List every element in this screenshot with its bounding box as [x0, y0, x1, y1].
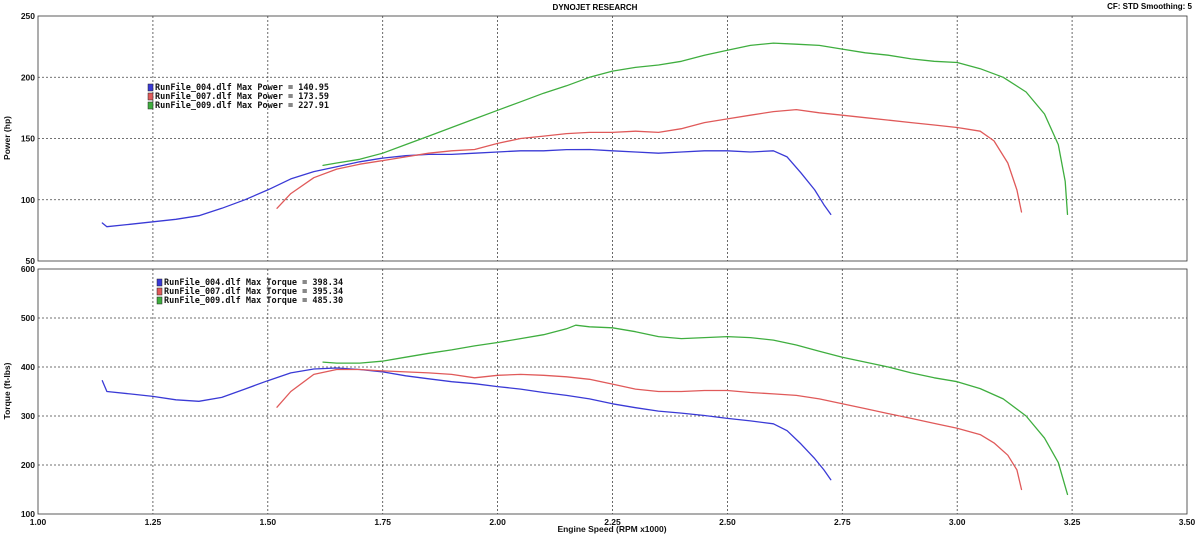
power-series: [101, 42, 1069, 228]
x-tick-label: 1.75: [374, 517, 391, 527]
series-line-runfile-007: [276, 368, 1023, 491]
torque-series: [101, 324, 1069, 496]
x-tick-label: 2.00: [489, 517, 506, 527]
y-tick-label: 600: [21, 264, 35, 274]
chart-title: DYNOJET RESEARCH: [553, 3, 638, 12]
y-tick-label: 150: [21, 134, 35, 144]
x-tick-label: 1.50: [260, 517, 277, 527]
torque-y-ticks: 100 200 300 400 500 600: [21, 264, 35, 519]
power-grid: [38, 16, 1187, 261]
legend-label: RunFile_009.dlf Max Torque = 485.30: [164, 295, 343, 306]
y-tick-label: 200: [21, 460, 35, 470]
legend-label: RunFile_004.dlf Max Torque = 398.34: [164, 277, 343, 288]
y-tick-label: 100: [21, 195, 35, 205]
power-legend: RunFile_004.dlf Max Power = 140.95RunFil…: [147, 82, 329, 111]
power-y-axis-label: Power (hp): [2, 116, 12, 160]
torque-x-ticks: 1.00 1.25 1.50 1.75 2.00 2.25 2.50 2.75 3.00 3.25…: [30, 517, 1196, 527]
legend-swatch: [156, 278, 163, 287]
legend-label: RunFile_009.dlf Max Power = 227.91: [155, 100, 329, 111]
legend-swatch: [147, 101, 154, 110]
y-tick-label: 300: [21, 411, 35, 421]
y-tick-label: 100: [21, 509, 35, 519]
x-tick-label: 1.25: [145, 517, 162, 527]
series-line-runfile-007: [276, 108, 1023, 213]
x-tick-label: 2.50: [719, 517, 736, 527]
torque-panel: 100 200 300 400 500 600 1.00 1.25 1.50 1.75 2.00 2…: [2, 264, 1196, 527]
legend-swatch: [147, 83, 154, 92]
torque-grid: [38, 269, 1187, 514]
series-line-runfile-009: [322, 324, 1069, 496]
series-line-runfile-009: [322, 42, 1069, 216]
legend-swatch: [156, 296, 163, 305]
torque-legend: RunFile_004.dlf Max Torque = 398.34RunFi…: [156, 277, 343, 306]
legend-label: RunFile_007.dlf Max Torque = 395.34: [164, 286, 343, 297]
x-tick-label: 2.25: [604, 517, 621, 527]
power-y-ticks: 50 100 150 200 250: [21, 11, 35, 266]
legend-swatch: [156, 287, 163, 296]
x-tick-label: 2.75: [834, 517, 851, 527]
y-tick-label: 500: [21, 313, 35, 323]
x-tick-label: 3.00: [949, 517, 966, 527]
x-tick-label: 3.25: [1064, 517, 1081, 527]
legend-label: RunFile_007.dlf Max Power = 173.59: [155, 91, 329, 102]
series-line-runfile-004: [101, 367, 832, 481]
power-panel: 50 100 150 200 250 RunFile_004.dlf Max Power…: [2, 11, 1188, 266]
y-tick-label: 400: [21, 362, 35, 372]
legend-swatch: [147, 92, 154, 101]
y-tick-label: 200: [21, 72, 35, 82]
torque-y-axis-label: Torque (ft-lbs): [2, 362, 12, 419]
x-tick-label: 3.50: [1179, 517, 1196, 527]
y-tick-label: 250: [21, 11, 35, 21]
series-line-runfile-004: [101, 148, 832, 228]
legend-label: RunFile_004.dlf Max Power = 140.95: [155, 82, 329, 93]
chart-settings: CF: STD Smoothing: 5: [1107, 2, 1192, 11]
x-axis-label: Engine Speed (RPM x1000): [557, 524, 666, 534]
y-tick-label: 50: [26, 256, 36, 266]
x-tick-label: 1.00: [30, 517, 47, 527]
